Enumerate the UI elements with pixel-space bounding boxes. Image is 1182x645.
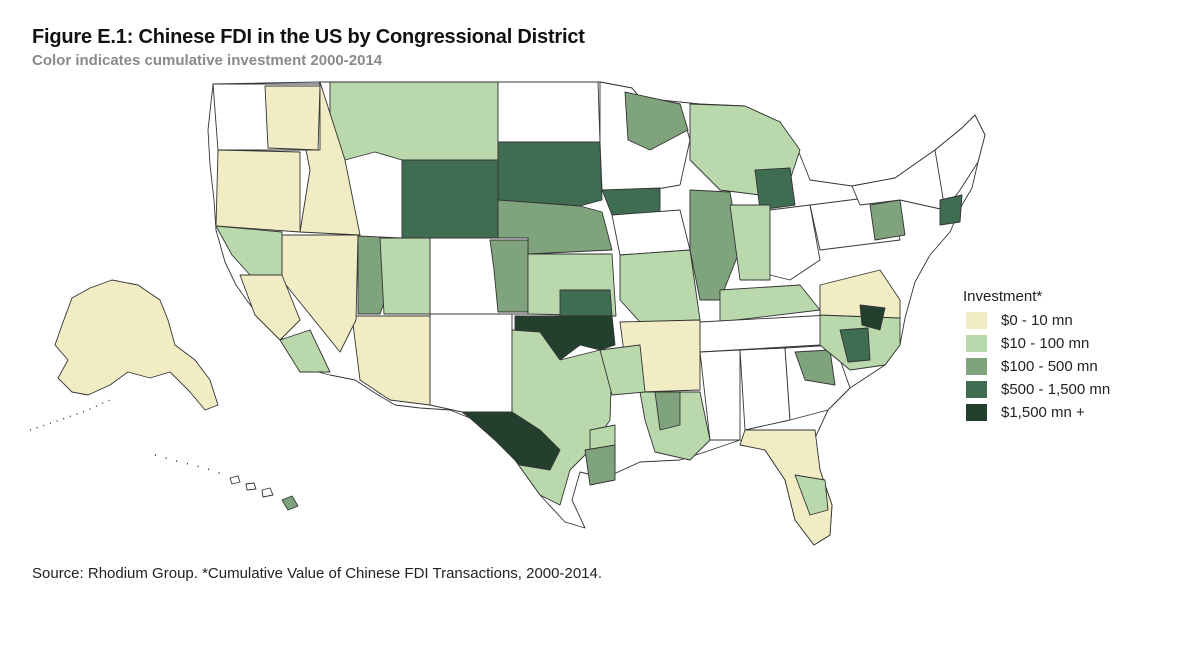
legend-item: $500 - 1,500 mn — [963, 378, 1110, 401]
district-california-south — [279, 329, 331, 373]
legend-label: $0 - 10 mn — [1001, 312, 1073, 329]
district-north-dakota — [497, 81, 601, 143]
district-iowa-south — [611, 209, 691, 256]
source-note: Source: Rhodium Group. *Cumulative Value… — [32, 565, 603, 582]
district-mississippi — [699, 349, 741, 441]
district-alabama — [739, 347, 791, 431]
district-wyoming — [401, 159, 499, 239]
legend-swatch — [966, 335, 987, 352]
district-virginia-dark — [859, 304, 886, 331]
legend-label: $100 - 500 mn — [1001, 358, 1098, 375]
district-georgia-green — [794, 349, 836, 386]
district-colorado-green — [489, 239, 529, 313]
district-arizona-a — [351, 315, 431, 406]
hawaii-chain — [154, 454, 223, 475]
district-washington-light — [264, 85, 321, 151]
district-texas-houston — [584, 444, 616, 486]
legend-swatch — [966, 404, 987, 421]
legend-item: $100 - 500 mn — [963, 355, 1110, 378]
legend-label: $500 - 1,500 mn — [1001, 381, 1111, 398]
district-montana — [329, 81, 499, 161]
legend-label: $1,500 mn + — [1001, 404, 1085, 421]
legend-item: $0 - 10 mn — [963, 309, 1110, 332]
district-michigan — [754, 167, 796, 211]
district-south-dakota — [497, 141, 603, 207]
legend-item: $10 - 100 mn — [963, 332, 1110, 355]
district-oklahoma-east — [599, 344, 646, 396]
hawaii-island-3 — [261, 487, 274, 498]
district-florida — [739, 429, 833, 546]
legend-swatch — [966, 381, 987, 398]
district-florida-green — [794, 474, 829, 516]
district-missouri — [619, 249, 701, 323]
district-oregon — [215, 149, 301, 233]
figure-subtitle: Color indicates cumulative investment 20… — [32, 52, 383, 69]
district-northeast-green — [939, 194, 963, 226]
legend: Investment* $0 - 10 mn $10 - 100 mn $100… — [963, 288, 1110, 424]
district-louisiana-dark — [654, 391, 681, 431]
hawaii-island-4 — [281, 495, 299, 511]
district-kansas-east — [559, 289, 613, 317]
district-virginia — [819, 269, 901, 319]
district-north-carolina-dark — [839, 327, 871, 363]
legend-item: $1,500 mn + — [963, 401, 1110, 424]
hawaii-island-2 — [245, 482, 257, 491]
alaska-chain — [29, 399, 111, 431]
district-utah-light — [379, 237, 431, 315]
district-indiana — [729, 204, 771, 281]
district-texas-west — [461, 411, 561, 471]
hawaii-island-1 — [229, 475, 241, 485]
legend-swatch — [966, 358, 987, 375]
district-california-central — [239, 274, 301, 341]
legend-label: $10 - 100 mn — [1001, 335, 1090, 352]
figure-title: Figure E.1: Chinese FDI in the US by Con… — [32, 26, 585, 48]
district-pennsylvania-green — [869, 199, 906, 241]
district-minnesota-green — [624, 91, 689, 151]
district-new-mexico — [429, 313, 513, 413]
legend-title: Investment* — [963, 288, 1043, 305]
district-ohio — [769, 204, 821, 281]
legend-swatch — [966, 312, 987, 329]
alaska — [54, 279, 219, 411]
